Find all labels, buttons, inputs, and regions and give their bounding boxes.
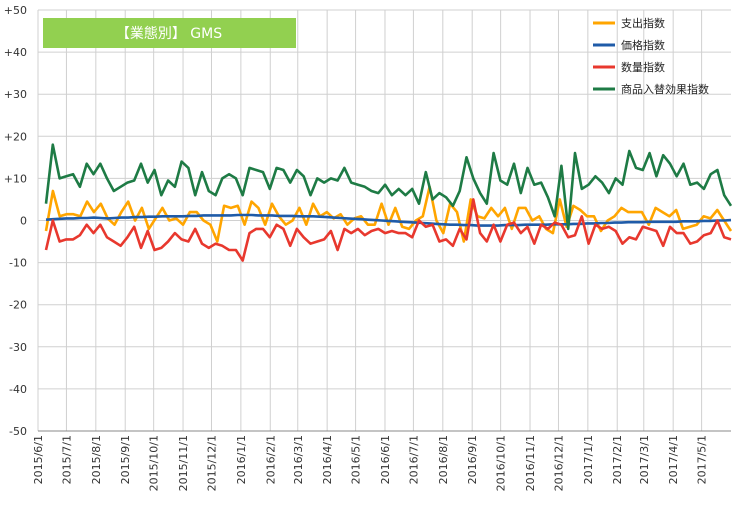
x-tick-label: 2016/6/1 <box>379 435 392 484</box>
x-tick-label: 2017/2/1 <box>611 435 624 484</box>
series-line <box>45 213 732 227</box>
x-tick-label: 2015/8/1 <box>90 435 103 484</box>
y-tick-label: +40 <box>4 46 27 59</box>
y-tick-label: -50 <box>9 425 27 438</box>
x-tick-label: 2017/1/1 <box>582 435 595 484</box>
x-tick-label: 2015/6/1 <box>32 435 45 484</box>
y-tick-label: +20 <box>4 130 27 143</box>
x-tick-label: 2015/12/1 <box>205 435 218 491</box>
y-tick-label: -40 <box>9 383 27 396</box>
x-tick-label: 2016/7/1 <box>407 435 420 484</box>
legend-label: 価格指数 <box>621 38 665 52</box>
x-tick-label: 2016/4/1 <box>321 435 334 484</box>
x-tick-label: 2016/9/1 <box>466 435 479 484</box>
y-tick-label: 0 <box>20 215 27 228</box>
x-tick-label: 2017/5/1 <box>696 435 709 484</box>
x-tick-label: 2016/10/1 <box>495 435 508 491</box>
legend-label: 商品入替効果指数 <box>621 82 709 96</box>
x-axis: 2015/6/1 2015/7/1 2015/8/1 2015/9/1 2015/10/… <box>32 430 731 491</box>
x-tick-label: 2017/4/1 <box>667 435 680 484</box>
legend-label: 支出指数 <box>621 16 665 30</box>
series-line <box>44 198 732 262</box>
x-tick-label: 2016/11/1 <box>524 435 537 491</box>
y-tick-label: +10 <box>4 172 27 185</box>
series-line <box>44 185 733 243</box>
series-line <box>44 143 733 231</box>
chart-title-box: 【業態別】 GMS <box>43 18 296 48</box>
x-tick-label: 2016/1/1 <box>235 435 248 484</box>
chart-title: 【業態別】 GMS <box>116 26 222 42</box>
chart-title-background <box>43 18 296 48</box>
y-tick-label: -30 <box>9 341 27 354</box>
x-tick-label: 2016/8/1 <box>437 435 450 484</box>
y-tick-label: +30 <box>4 88 27 101</box>
legend-label: 数量指数 <box>621 60 665 74</box>
x-tick-label: 2016/5/1 <box>350 435 363 484</box>
x-tick-label: 2016/12/1 <box>552 435 565 491</box>
x-tick-label: 2017/3/1 <box>638 435 651 484</box>
x-tick-label: 2015/7/1 <box>60 435 73 484</box>
x-tick-label: 2015/9/1 <box>119 435 132 484</box>
y-tick-label: -10 <box>9 257 27 270</box>
y-tick-label: +50 <box>4 4 27 17</box>
x-tick-label: 2015/11/1 <box>177 435 190 491</box>
x-tick-label: 2015/10/1 <box>148 435 161 491</box>
y-axis: +50 +40 +30 +20 +10 0 -10 -20 -30 -40 -50 <box>4 4 27 438</box>
y-tick-label: -20 <box>9 299 27 312</box>
x-tick-label: 2016/3/1 <box>292 435 305 484</box>
x-tick-label: 2016/2/1 <box>264 435 277 484</box>
series-lines <box>44 143 733 262</box>
